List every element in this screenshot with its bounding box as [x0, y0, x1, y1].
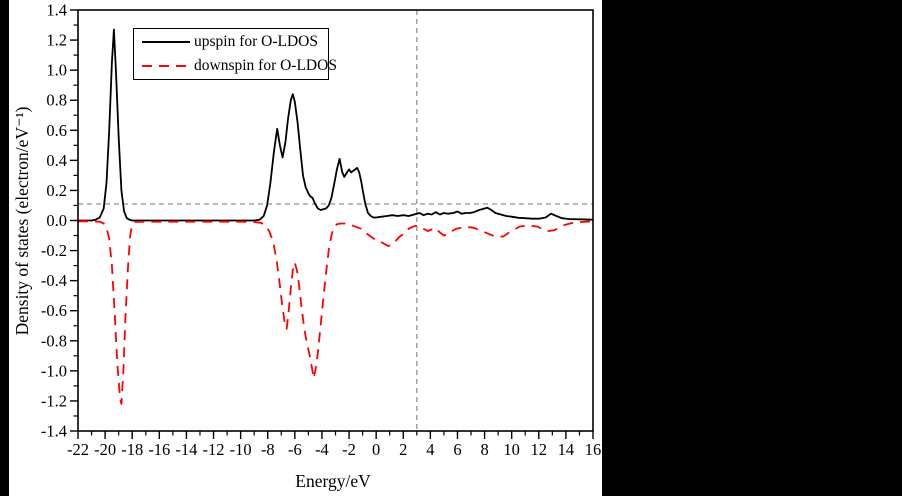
y-tick-label: -0.8 — [41, 331, 67, 350]
x-tick-label: 8 — [480, 440, 488, 459]
solid-line-swatch — [142, 41, 190, 43]
x-tick-label: -22 — [67, 440, 89, 459]
x-tick-label: 16 — [585, 440, 602, 459]
x-tick-label: 2 — [399, 440, 407, 459]
upspin-curve — [78, 28, 594, 222]
y-tick-label: 0.6 — [46, 121, 67, 140]
downspin-curve — [78, 220, 594, 405]
x-tick-label: 14 — [558, 440, 575, 459]
legend-label-downspin: downspin for O-LDOS — [194, 57, 337, 74]
y-tick-label: 1.2 — [46, 31, 67, 50]
x-tick-label: -14 — [175, 440, 197, 459]
legend-item-downspin: downspin for O-LDOS — [141, 55, 337, 77]
y-tick-label: -1.0 — [41, 361, 67, 380]
x-tick-label: 12 — [531, 440, 548, 459]
x-tick-label: -2 — [342, 440, 356, 459]
x-tick-label: -10 — [230, 440, 252, 459]
y-tick-label: 0.0 — [46, 211, 67, 230]
x-tick-label: -8 — [261, 440, 275, 459]
x-tick-label: -20 — [94, 440, 116, 459]
dos-chart: Energy/eV Density of states (electron/eV… — [12, 1, 602, 492]
x-tick-label: -6 — [288, 440, 302, 459]
left-black-bar — [0, 0, 9, 496]
y-tick-label: -0.4 — [41, 271, 67, 290]
y-axis-title: Density of states (electron/eV⁻¹) — [12, 106, 32, 335]
legend-item-upspin: upspin for O-LDOS — [141, 31, 328, 53]
x-tick-label: -4 — [315, 440, 329, 459]
x-tick-label: -12 — [203, 440, 225, 459]
y-tick-label: -1.2 — [41, 391, 67, 410]
right-black-bar — [602, 0, 902, 496]
x-tick-label: 0 — [372, 440, 380, 459]
dashed-line-swatch — [142, 65, 190, 67]
y-tick-label: 1.4 — [46, 1, 67, 20]
y-tick-label: 0.2 — [46, 181, 67, 200]
x-tick-label: -18 — [121, 440, 143, 459]
x-tick-label: -16 — [148, 440, 170, 459]
y-tick-label: 0.4 — [46, 151, 67, 170]
y-tick-label: -0.6 — [41, 301, 67, 320]
legend-label-upspin: upspin for O-LDOS — [194, 33, 318, 50]
x-axis-title: Energy/eV — [295, 471, 371, 491]
y-tick-label: -0.2 — [41, 241, 67, 260]
y-tick-label: -1.4 — [41, 422, 67, 441]
y-tick-label: 1.0 — [46, 61, 67, 80]
legend: upspin for O-LDOS downspin for O-LDOS — [133, 28, 337, 80]
x-tick-label: 4 — [426, 440, 434, 459]
y-tick-label: 0.8 — [46, 91, 67, 110]
x-tick-label: 10 — [503, 440, 520, 459]
x-tick-label: 6 — [453, 440, 461, 459]
